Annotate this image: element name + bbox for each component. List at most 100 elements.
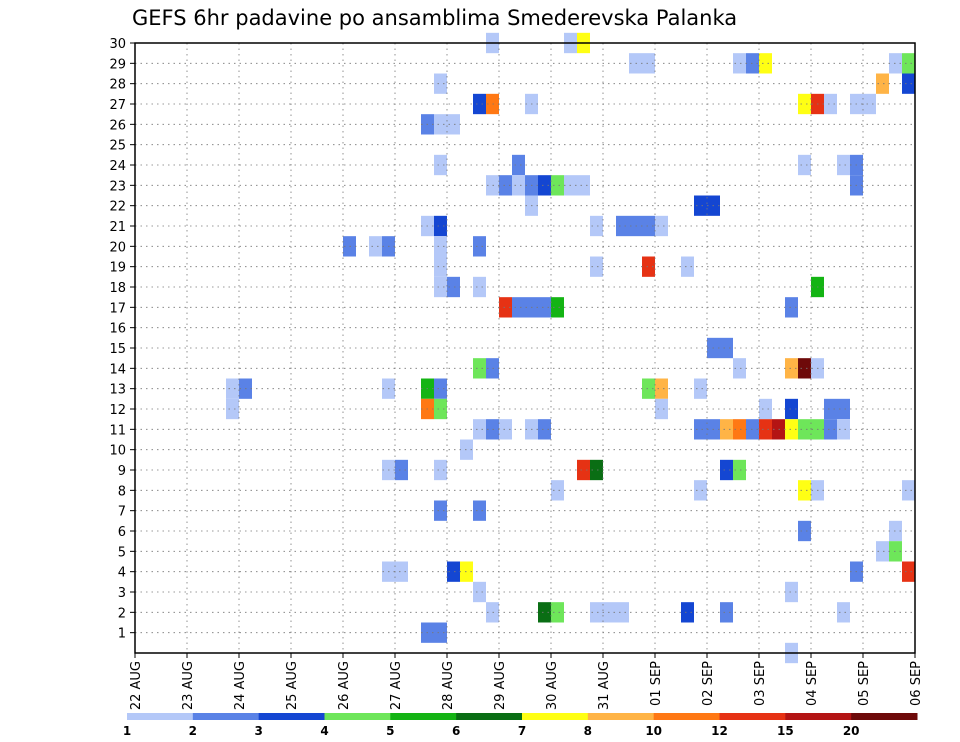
legend-label: 3 [254,724,262,738]
data-cell [551,602,564,623]
y-tick-label: 11 [109,423,126,438]
data-cell [473,276,486,298]
data-cell [837,602,850,623]
y-tick-label: 20 [109,240,126,255]
data-cell [473,419,486,440]
legend-swatch [653,713,720,720]
cells-layer [226,32,915,664]
legend-label: 12 [711,724,728,738]
data-cell [694,419,707,440]
legend-swatch [456,713,523,720]
x-tick-label: 26 AUG [337,661,352,710]
data-cell [785,398,798,420]
legend-swatch [522,713,589,720]
data-cell [538,602,551,623]
data-cell [577,459,590,481]
legend-swatch [785,713,852,720]
data-cell [902,53,915,74]
legend-swatch [324,713,391,720]
y-tick-label: 17 [109,301,126,316]
legend-layer: 1 2 3 4 5 6 7 8 10 12 15 20 [123,713,918,738]
data-cell [824,398,837,420]
x-tick-label: 31 AUG [597,661,612,710]
data-cell [733,459,746,481]
data-cell [902,480,915,501]
x-tick-label: 01 SEP [649,661,664,706]
data-cell [720,602,733,623]
legend-swatch [719,713,786,720]
data-cell [655,378,668,399]
x-tick-label: 29 AUG [493,661,508,710]
x-tick-label: 05 SEP [857,661,872,706]
data-cell [837,154,850,176]
data-cell [642,378,655,399]
data-cell [395,459,408,481]
data-cell [655,215,668,237]
data-cell [902,561,915,582]
data-cell [681,256,694,277]
y-tick-label: 25 [109,139,126,154]
y-tick-label: 6 [118,525,126,540]
data-cell [642,256,655,277]
y-tick-label: 4 [118,566,126,581]
data-cell [512,297,525,318]
data-cell [759,398,772,420]
data-cell [434,236,447,257]
data-cell [720,337,733,359]
x-tick-label: 30 AUG [545,661,560,710]
data-cell [616,602,629,623]
data-cell [538,419,551,440]
legend-label: 10 [645,724,662,738]
data-cell [538,297,551,318]
data-cell [512,154,525,176]
legend-swatch [127,713,194,720]
legend-label: 7 [518,724,526,738]
y-tick-label: 28 [109,78,126,93]
data-cell [733,419,746,440]
data-cell [837,398,850,420]
data-cell [798,480,811,501]
legend-label: 1 [123,724,131,738]
data-cell [785,419,798,440]
x-tick-label: 25 AUG [285,661,300,710]
data-cell [577,175,590,196]
data-cell [551,175,564,196]
data-cell [837,419,850,440]
x-tick-label: 23 AUG [181,661,196,710]
y-tick-label: 15 [109,342,126,357]
data-cell [369,236,382,257]
data-cell [902,73,915,94]
data-cell [590,215,603,237]
data-cell [447,276,460,298]
legend-label: 20 [843,724,860,738]
data-cell [499,175,512,196]
chart-title: GEFS 6hr padavine po ansamblima Smederev… [132,6,738,30]
x-tick-label: 04 SEP [805,661,820,706]
grid-layer [134,42,916,653]
y-tick-label: 1 [118,627,126,642]
x-tick-label: 28 AUG [441,661,456,710]
legend-label: 8 [584,724,592,738]
y-tick-label: 19 [109,261,126,276]
y-tick-label: 3 [118,586,126,601]
y-tick-label: 26 [109,118,126,133]
data-cell [473,581,486,603]
data-cell [590,256,603,277]
data-cell [473,236,486,257]
y-tick-label: 22 [109,200,126,215]
y-tick-label: 30 [109,37,126,52]
data-cell [434,256,447,277]
data-cell [694,378,707,399]
y-tick-label: 13 [109,383,126,398]
legend-swatch [390,713,457,720]
x-tick-label: 06 SEP [909,661,924,706]
legend-label: 15 [777,724,794,738]
data-cell [733,358,746,379]
data-cell [473,358,486,379]
x-tick-label: 03 SEP [753,661,768,706]
legend-swatch [258,713,325,720]
data-cell [798,154,811,176]
y-tick-label: 24 [109,159,126,174]
data-cell [798,358,811,379]
data-cell [538,175,551,196]
